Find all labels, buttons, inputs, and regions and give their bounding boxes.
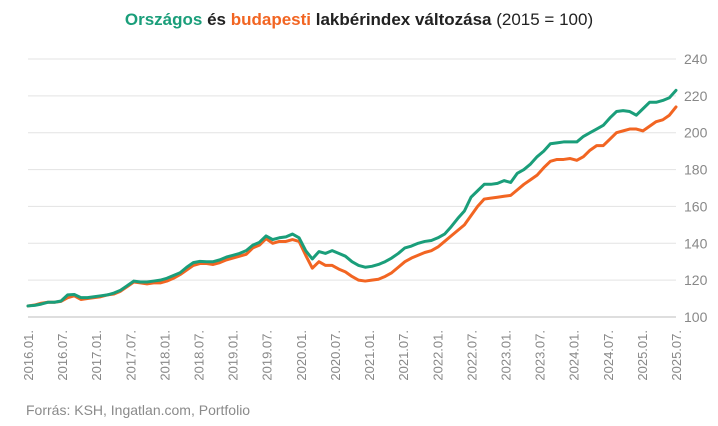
title-base-note: (2015 = 100) (491, 10, 594, 29)
y-tick-label: 100 (684, 309, 708, 325)
title-rest: lakbérindex változása (311, 10, 492, 29)
x-tick-label: 2019.01. (226, 330, 241, 381)
x-tick-label: 2016.07. (55, 330, 70, 381)
x-tick-label: 2022.01. (430, 330, 445, 381)
y-tick-label: 200 (684, 125, 708, 141)
x-tick-label: 2017.01. (89, 330, 104, 381)
x-tick-label: 2025.01. (635, 330, 650, 381)
x-tick-label: 2021.01. (362, 330, 377, 381)
y-tick-label: 220 (684, 88, 708, 104)
x-tick-label: 2023.07. (533, 330, 548, 381)
x-tick-label: 2017.07. (123, 330, 138, 381)
source-note: Forrás: KSH, Ingatlan.com, Portfolio (26, 402, 251, 418)
x-tick-label: 2024.01. (567, 330, 582, 381)
gridlines (28, 58, 676, 318)
x-tick-label: 2018.01. (157, 330, 172, 381)
series-lines (26, 88, 678, 308)
x-tick-label: 2020.07. (328, 330, 343, 381)
title-orszagos: Országos (124, 10, 203, 29)
x-axis-ticks: 2016.01. 2016.07. 2017.01. 2017.07. 2018.01.… (21, 330, 684, 381)
chart-title: Országos és budapesti lakbérindex változ… (0, 10, 718, 30)
x-tick-label: 2024.07. (601, 330, 616, 381)
y-tick-label: 180 (684, 162, 708, 178)
x-tick-label: 2016.01. (21, 330, 36, 381)
x-tick-label: 2018.07. (192, 330, 207, 381)
y-tick-label: 120 (684, 272, 708, 288)
x-tick-label: 2023.01. (498, 330, 513, 381)
title-and: és (202, 10, 231, 29)
y-tick-label: 140 (684, 235, 708, 251)
y-tick-label: 160 (684, 198, 708, 214)
x-tick-label: 2025.07. (669, 330, 684, 381)
series-line-orszgos (26, 88, 678, 308)
y-tick-label: 240 (684, 51, 708, 67)
x-tick-label: 2022.07. (464, 330, 479, 381)
y-axis-ticks: 100 120 140 160 180 200 220 240 (684, 51, 708, 325)
x-tick-label: 2020.01. (294, 330, 309, 381)
x-tick-label: 2019.07. (260, 330, 275, 381)
title-budapesti: budapesti (230, 10, 312, 29)
x-tick-label: 2021.07. (396, 330, 411, 381)
